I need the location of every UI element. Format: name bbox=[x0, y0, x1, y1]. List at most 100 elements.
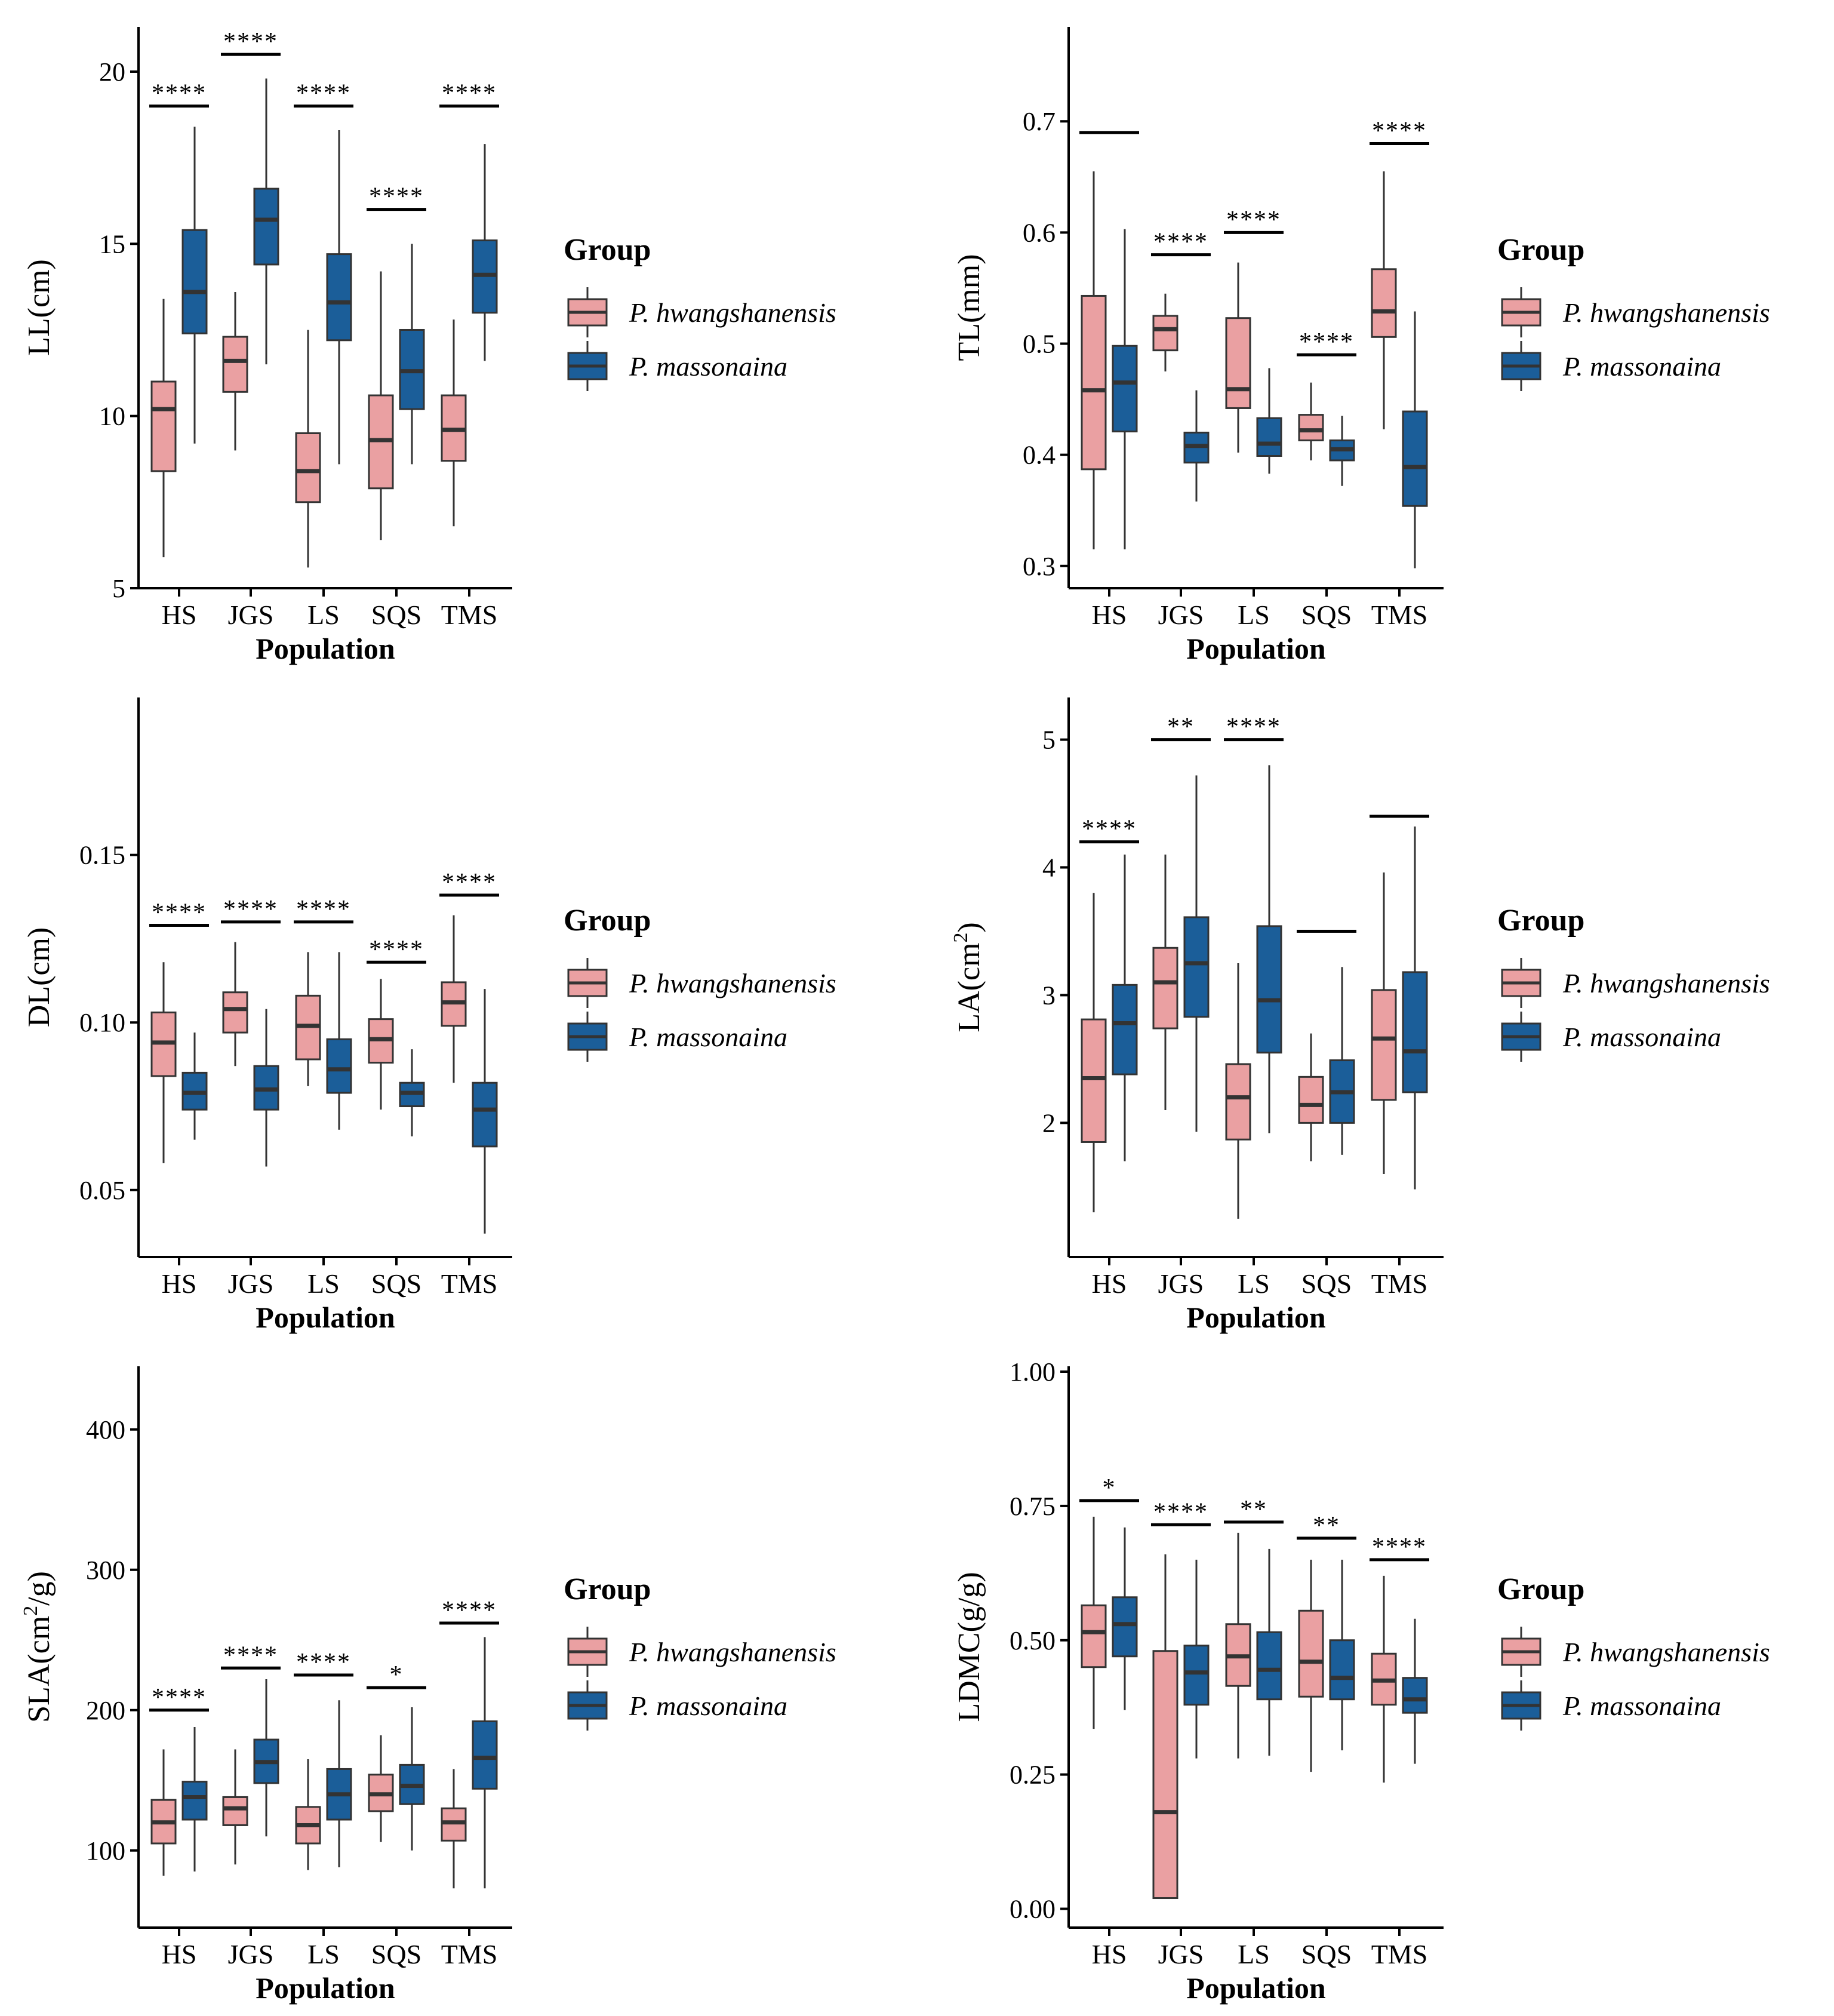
significance-label: **** bbox=[369, 936, 424, 963]
y-tick-label: 0.75 bbox=[1010, 1492, 1056, 1521]
y-axis-title-suffix: ) bbox=[952, 922, 986, 932]
box-hwangshanensis-jgs bbox=[1152, 315, 1178, 352]
panel-dl: 0.05 0.10 0.15 HS JGS LS SQS TMS Population DL(cm… bbox=[22, 697, 836, 1334]
significance-label: **** bbox=[1372, 1533, 1427, 1561]
y-tick-label: 0.50 bbox=[1010, 1626, 1056, 1655]
y-tick-label: 0.5 bbox=[1023, 329, 1056, 358]
significance-label: ** bbox=[1240, 1496, 1267, 1523]
box-hwangshanensis-jgs bbox=[222, 991, 248, 1034]
y-tick-label: 1.00 bbox=[1010, 1357, 1056, 1387]
significance-label: **** bbox=[152, 899, 207, 927]
legend-title: Group bbox=[1497, 903, 1584, 938]
x-tick-label: LS bbox=[1238, 600, 1270, 630]
box-massonaina-jgs bbox=[1183, 1645, 1210, 1706]
significance-label: **** bbox=[442, 1597, 497, 1624]
x-axis-title: Population bbox=[256, 1301, 395, 1334]
y-axis-title: TL(mm) bbox=[952, 254, 986, 361]
y-tick-label: 400 bbox=[86, 1415, 125, 1445]
box-massonaina-tms bbox=[472, 1720, 498, 1790]
y-tick-label: 4 bbox=[1042, 853, 1056, 883]
legend-label: P. hwangshanensis bbox=[629, 968, 836, 998]
box-hwangshanensis-jgs bbox=[1152, 1650, 1178, 1900]
significance-label: **** bbox=[1153, 229, 1208, 256]
box-massonaina-ls bbox=[326, 253, 352, 342]
box-hwangshanensis-tms bbox=[1371, 268, 1397, 338]
y-axis-title: SLA(cm2/g) bbox=[20, 1571, 56, 1723]
significance-label: **** bbox=[1226, 206, 1281, 233]
y-axis-title: LDMC(g/g) bbox=[952, 1572, 986, 1722]
x-tick-label: HS bbox=[1092, 600, 1127, 630]
x-tick-label: SQS bbox=[371, 1939, 421, 1969]
y-tick-label: 0.05 bbox=[79, 1176, 125, 1205]
x-tick-label: SQS bbox=[1301, 1268, 1352, 1299]
significance-label: **** bbox=[442, 80, 497, 107]
y-tick-label: 200 bbox=[86, 1696, 125, 1725]
box-hwangshanensis-ls bbox=[1225, 317, 1251, 409]
x-tick-label: JGS bbox=[1158, 1939, 1204, 1969]
box-massonaina-tms bbox=[1402, 1677, 1428, 1714]
y-tick-label: 5 bbox=[1042, 726, 1056, 755]
y-tick-label: 0.15 bbox=[79, 841, 125, 870]
box-massonaina-tms bbox=[1402, 410, 1428, 507]
significance-label: **** bbox=[1372, 117, 1427, 145]
box-hwangshanensis-jgs bbox=[222, 336, 248, 393]
x-tick-label: HS bbox=[162, 1268, 197, 1299]
legend-label: P. hwangshanensis bbox=[1562, 968, 1770, 998]
y-axis-title-text: LL(cm) bbox=[22, 259, 56, 356]
y-axis-title-text: LDMC(g/g) bbox=[952, 1572, 986, 1722]
significance-label: * bbox=[390, 1661, 404, 1689]
x-tick-label: LS bbox=[307, 600, 340, 630]
significance-label: **** bbox=[223, 28, 278, 56]
panel-sla: 100 200 300 400 HS JGS LS SQS TMS Population SLA(c… bbox=[20, 1366, 836, 2005]
y-axis-title-superscript: 2 bbox=[20, 1606, 42, 1616]
panel-tl: 0.3 0.4 0.5 0.6 0.7 HS JGS LS SQS TMS Population TL… bbox=[952, 27, 1770, 665]
legend-label: P. massonaina bbox=[629, 1022, 787, 1052]
box-hwangshanensis-sqs bbox=[1298, 414, 1324, 441]
box-massonaina-hs bbox=[181, 1781, 208, 1821]
x-axis-title: Population bbox=[256, 632, 395, 665]
significance-label: **** bbox=[1299, 328, 1354, 356]
significance-label: **** bbox=[296, 80, 351, 107]
significance-label: ** bbox=[1313, 1512, 1340, 1539]
x-tick-label: JGS bbox=[228, 600, 274, 630]
x-tick-label: TMS bbox=[441, 1268, 498, 1299]
x-tick-label: SQS bbox=[371, 1268, 421, 1299]
y-axis-title-text: DL(cm) bbox=[22, 927, 56, 1027]
box-massonaina-hs bbox=[1112, 1596, 1138, 1658]
y-tick-label: 0.7 bbox=[1023, 107, 1056, 136]
box-massonaina-ls bbox=[1256, 1631, 1282, 1701]
legend-label: P. hwangshanensis bbox=[629, 297, 836, 328]
significance-label: **** bbox=[296, 1649, 351, 1676]
x-tick-label: LS bbox=[1238, 1939, 1270, 1969]
y-tick-label: 2 bbox=[1042, 1108, 1056, 1138]
legend-title: Group bbox=[564, 233, 651, 267]
box-hwangshanensis-jgs bbox=[1152, 946, 1178, 1029]
legend-label: P. massonaina bbox=[1562, 1022, 1721, 1052]
y-tick-label: 0.25 bbox=[1010, 1760, 1056, 1790]
box-massonaina-hs bbox=[1112, 345, 1138, 433]
x-tick-label: TMS bbox=[1371, 1939, 1428, 1969]
box-hwangshanensis-hs bbox=[1081, 1018, 1107, 1143]
significance-label: **** bbox=[369, 183, 424, 211]
x-tick-label: HS bbox=[1092, 1939, 1127, 1969]
x-tick-label: TMS bbox=[441, 1939, 498, 1969]
x-tick-label: JGS bbox=[1158, 600, 1204, 630]
y-tick-label: 10 bbox=[99, 402, 125, 431]
x-tick-label: LS bbox=[307, 1268, 340, 1299]
box-hwangshanensis-sqs bbox=[1298, 1609, 1324, 1698]
legend-label: P. hwangshanensis bbox=[1562, 1637, 1770, 1667]
y-tick-label: 0.6 bbox=[1023, 218, 1056, 247]
box-hwangshanensis-hs bbox=[150, 380, 177, 472]
y-tick-label: 0.4 bbox=[1023, 441, 1056, 470]
box-hwangshanensis-hs bbox=[1081, 1604, 1107, 1668]
x-axis-title: Population bbox=[1186, 1971, 1326, 2005]
x-tick-label: LS bbox=[307, 1939, 340, 1969]
significance-label: **** bbox=[1226, 714, 1281, 741]
y-axis-title-text: TL(mm) bbox=[952, 254, 986, 361]
significance-label: ** bbox=[1167, 714, 1195, 741]
box-hwangshanensis-jgs bbox=[222, 1796, 248, 1826]
box-massonaina-jgs bbox=[253, 188, 279, 266]
box-hwangshanensis-tms bbox=[1371, 989, 1397, 1101]
legend-title: Group bbox=[1497, 1572, 1584, 1606]
